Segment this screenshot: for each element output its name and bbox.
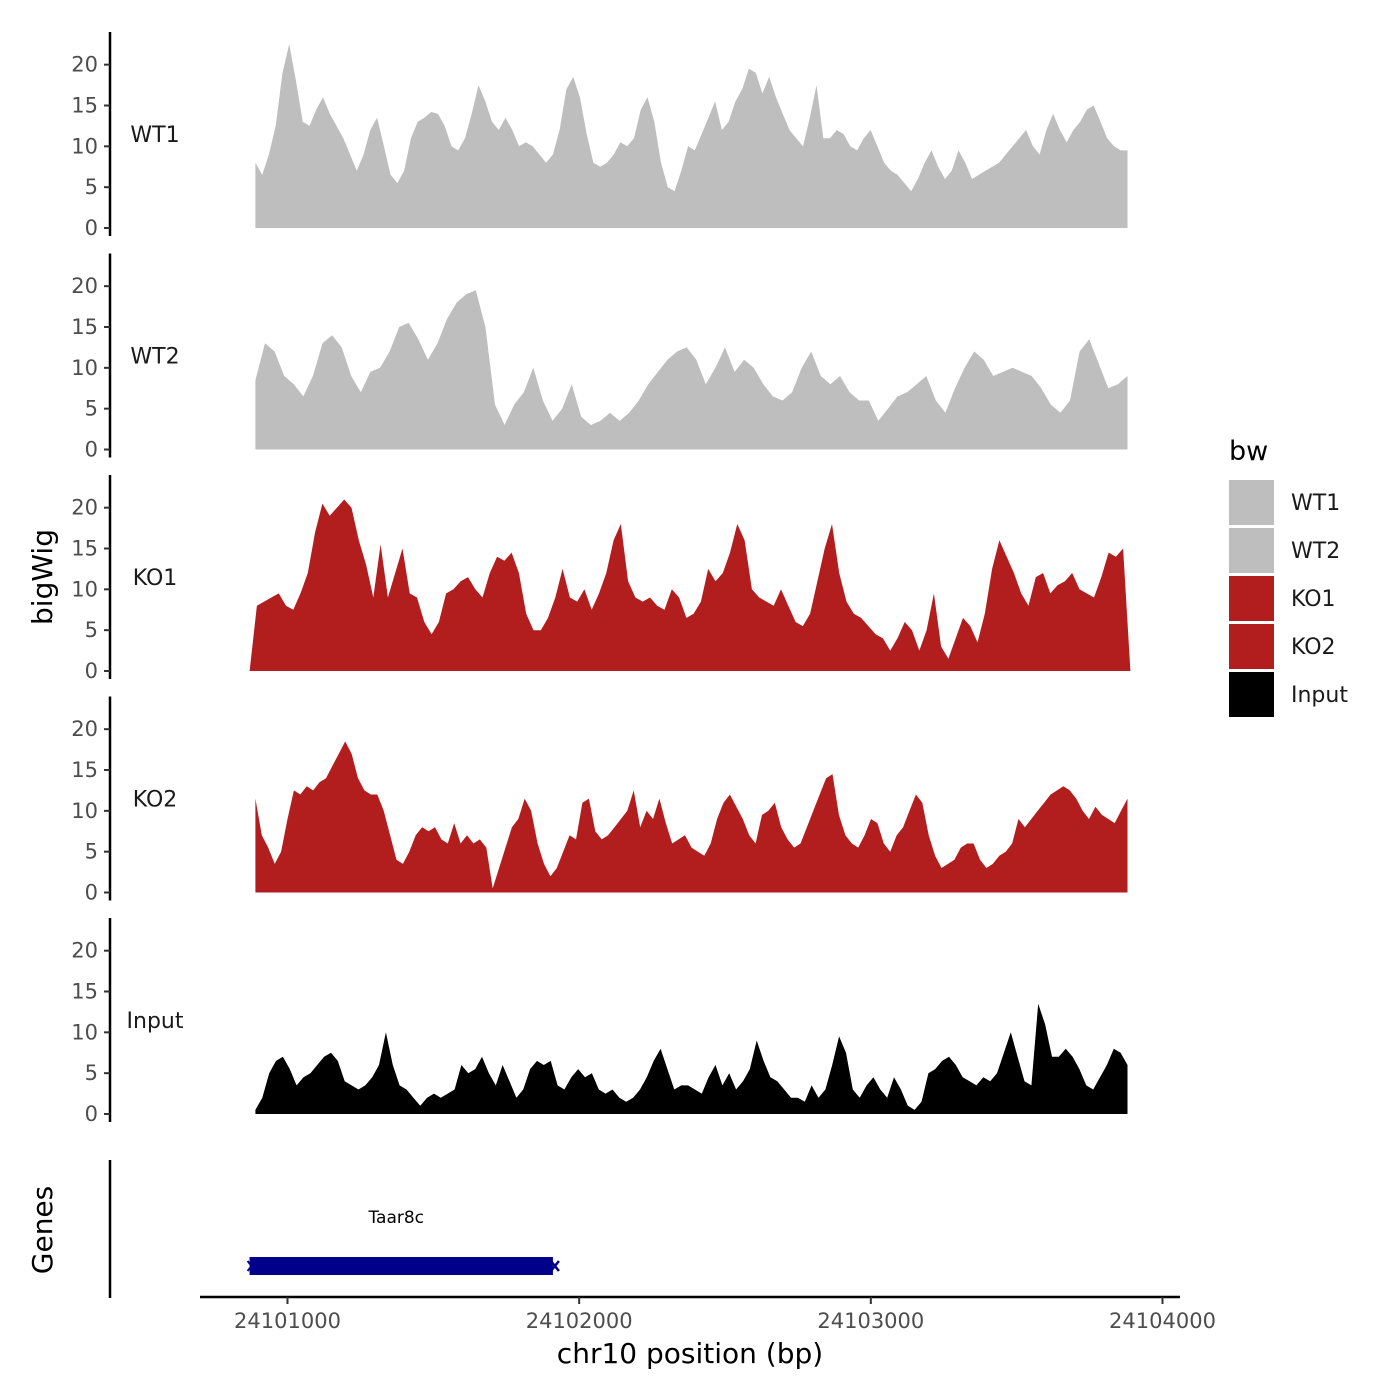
track-area-ko1 — [249, 499, 1131, 671]
legend: bw WT1 WT2 KO1 KO2 Input — [1229, 436, 1348, 717]
track-label: WT2 — [130, 345, 179, 370]
y-tick-label: 10 — [71, 356, 98, 380]
y-tick-label: 5 — [85, 1061, 98, 1085]
y-tick-label: 20 — [71, 717, 98, 741]
legend-swatch — [1229, 480, 1274, 525]
legend-swatch — [1229, 624, 1274, 669]
genes-axis-title: Genes — [26, 1186, 59, 1274]
y-tick-label: 20 — [71, 939, 98, 963]
y-tick-label: 0 — [85, 1102, 98, 1126]
track-wt1: 0 5 10 15 20 WT1 — [71, 32, 1128, 240]
y-tick-label: 20 — [71, 274, 98, 298]
track-label: WT1 — [130, 123, 179, 148]
track-label: Input — [127, 1009, 184, 1034]
legend-label: KO2 — [1291, 635, 1336, 660]
y-tick-label: 0 — [85, 881, 98, 905]
legend-item-wt1: WT1 — [1229, 480, 1340, 525]
track-area-ko2 — [255, 741, 1128, 893]
legend-label: Input — [1291, 683, 1348, 708]
legend-swatch — [1229, 528, 1274, 573]
legend-title: bw — [1229, 436, 1268, 467]
track-ko1: 0 5 10 15 20 KO1 — [71, 475, 1131, 683]
x-tick-label: 24103000 — [817, 1309, 924, 1333]
y-tick-label: 20 — [71, 496, 98, 520]
y-tick-label: 5 — [85, 840, 98, 864]
y-tick-label: 15 — [71, 315, 98, 339]
x-tick-label: 24101000 — [234, 1309, 341, 1333]
track-area-wt2 — [255, 290, 1128, 450]
track-input: 0 5 10 15 20 Input — [71, 918, 1128, 1126]
legend-item-wt2: WT2 — [1229, 528, 1340, 573]
y-axis-title: bigWig — [26, 529, 59, 625]
legend-item-ko1: KO1 — [1229, 576, 1336, 621]
legend-label: WT1 — [1291, 491, 1340, 516]
x-axis-title: chr10 position (bp) — [557, 1337, 823, 1370]
track-label: KO2 — [133, 788, 178, 813]
y-tick-label: 0 — [85, 659, 98, 683]
genes-layer: Taar8c — [108, 1160, 560, 1298]
track-area-input — [255, 1003, 1128, 1114]
y-tick-label: 10 — [71, 577, 98, 601]
legend-swatch — [1229, 672, 1274, 717]
track-wt2: 0 5 10 15 20 WT2 — [71, 253, 1128, 462]
gene-end-mark — [549, 1260, 560, 1272]
y-tick-label: 5 — [85, 397, 98, 421]
y-tick-label: 0 — [85, 216, 98, 240]
gene-body — [249, 1257, 553, 1275]
legend-swatch — [1229, 576, 1274, 621]
track-label: KO1 — [133, 566, 178, 591]
legend-label: KO1 — [1291, 587, 1336, 612]
y-tick-label: 5 — [85, 618, 98, 642]
y-tick-label: 15 — [71, 94, 98, 118]
y-tick-label: 5 — [85, 175, 98, 199]
y-tick-label: 20 — [71, 53, 98, 77]
tracks-layer: 0 5 10 15 20 WT1 0 5 10 15 20 WT2 0 5 10 15 20 KO1 0 5 10 15 2… — [71, 32, 1131, 1126]
x-axis: 24101000 24102000 24103000 24104000 — [200, 1295, 1216, 1333]
gene-taar8c: Taar8c — [246, 1208, 560, 1275]
legend-item-ko2: KO2 — [1229, 624, 1336, 669]
y-tick-label: 0 — [85, 438, 98, 462]
y-tick-label: 15 — [71, 980, 98, 1004]
y-tick-label: 15 — [71, 537, 98, 561]
legend-label: WT2 — [1291, 539, 1340, 564]
y-tick-label: 15 — [71, 758, 98, 782]
gene-label: Taar8c — [367, 1208, 424, 1228]
track-ko2: 0 5 10 15 20 KO2 — [71, 696, 1128, 905]
y-tick-label: 10 — [71, 1020, 98, 1044]
y-tick-label: 10 — [71, 134, 98, 158]
x-tick-label: 24102000 — [526, 1309, 633, 1333]
legend-item-input: Input — [1229, 672, 1348, 717]
y-tick-label: 10 — [71, 799, 98, 823]
gene-strand-arrow — [246, 1260, 253, 1272]
x-tick-label: 24104000 — [1109, 1309, 1216, 1333]
track-area-wt1 — [255, 44, 1128, 228]
